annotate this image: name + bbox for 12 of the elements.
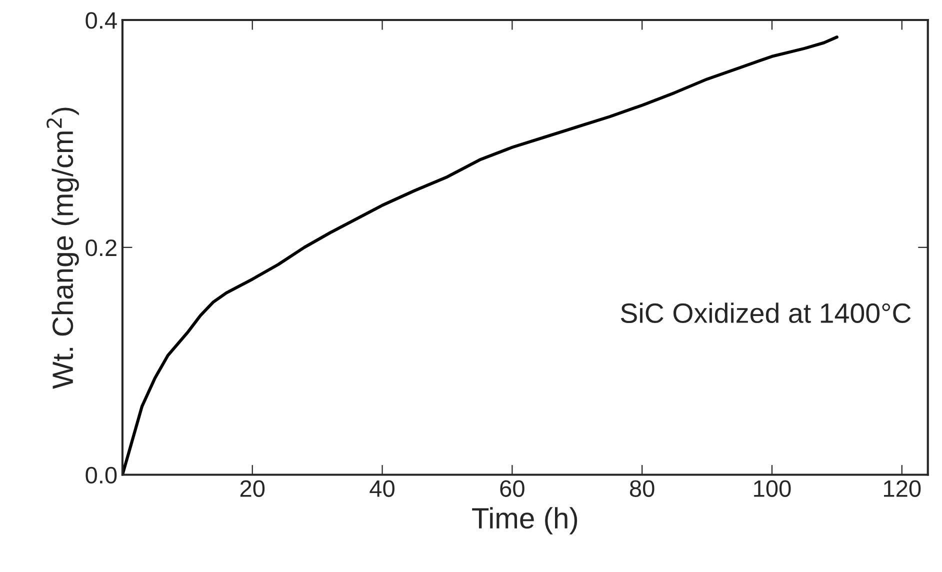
annotation: SiC Oxidized at 1400°C bbox=[620, 302, 911, 324]
y-tick-label: 0.4 bbox=[86, 12, 117, 29]
x-tick-label: 40 bbox=[370, 480, 394, 497]
y-tick-label: 0.2 bbox=[86, 239, 116, 256]
x-tick-label: 120 bbox=[884, 480, 921, 497]
x-tick-label: 20 bbox=[240, 480, 265, 497]
y-axis-title: Wt. Change (mg/cm$^{2}$) bbox=[46, 108, 79, 389]
y-tick-label: 0.0 bbox=[86, 466, 117, 484]
x-tick-label: 80 bbox=[630, 480, 654, 497]
x-tick-label: 100 bbox=[754, 480, 791, 497]
x-axis-title: Time (h) bbox=[472, 507, 578, 534]
x-tick-label: 60 bbox=[500, 480, 524, 497]
